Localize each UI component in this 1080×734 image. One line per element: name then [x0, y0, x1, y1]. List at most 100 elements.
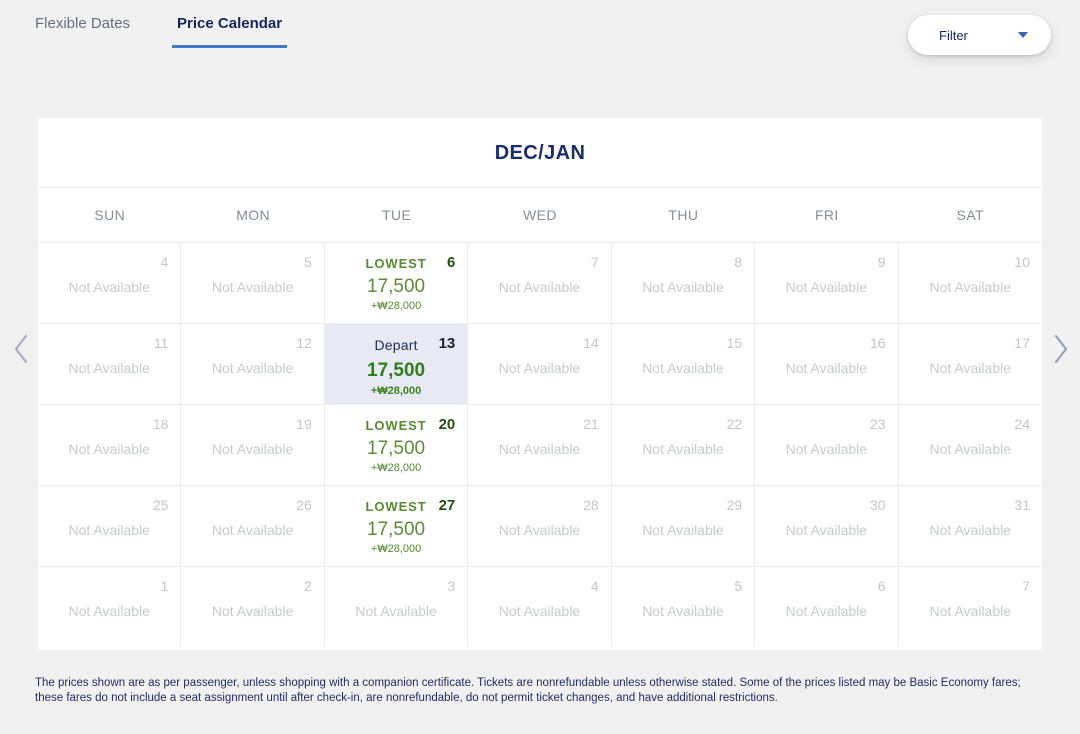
fare-surcharge: +₩28,000 — [370, 462, 422, 474]
not-available-label: Not Available — [498, 279, 581, 295]
cell-date: 11 — [153, 335, 169, 351]
cell-date: 13 — [438, 335, 456, 352]
fare-surcharge: +₩28,000 — [370, 300, 422, 312]
cell-date: 8 — [734, 254, 743, 270]
prev-month-button[interactable] — [6, 330, 36, 368]
chevron-left-icon — [14, 334, 28, 364]
next-month-button[interactable] — [1046, 330, 1076, 368]
not-available-label: Not Available — [785, 360, 868, 376]
calendar-cell-r5-7: 7 Not Available — [898, 566, 1042, 647]
not-available-label: Not Available — [498, 441, 581, 457]
lowest-label: LOWEST — [365, 418, 427, 433]
calendar-cell-r5-5: 5 Not Available — [611, 566, 756, 647]
cell-date: 20 — [438, 416, 456, 433]
fare-price: 17,500 — [367, 360, 426, 381]
calendar-cell-r1-6[interactable]: 6 LOWEST 17,500 +₩28,000 — [324, 242, 469, 323]
cell-date: 31 — [1014, 497, 1030, 513]
calendar-cell-r2-15: 15 Not Available — [611, 323, 756, 404]
not-available-label: Not Available — [498, 360, 581, 376]
not-available-label: Not Available — [68, 522, 150, 538]
fare-price: 17,500 — [367, 519, 426, 540]
day-header-wed: WED — [523, 207, 557, 223]
month-header: DEC/JAN — [38, 118, 1042, 188]
tab-price-calendar[interactable]: Price Calendar — [172, 15, 288, 48]
calendar-cell-r5-3: 3 Not Available — [324, 566, 469, 647]
not-available-label: Not Available — [785, 441, 868, 457]
not-available-label: Not Available — [355, 603, 437, 619]
depart-label: Depart — [374, 337, 418, 353]
lowest-label: LOWEST — [365, 499, 427, 514]
not-available-label: Not Available — [642, 360, 724, 376]
cell-date: 9 — [877, 254, 886, 270]
calendar-cell-r4-28: 28 Not Available — [468, 485, 612, 566]
calendar-cell-r4-26: 26 Not Available — [181, 485, 325, 566]
not-available-label: Not Available — [785, 522, 868, 538]
not-available-label: Not Available — [498, 522, 581, 538]
view-tabs: Flexible Dates Price Calendar — [35, 15, 288, 48]
not-available-label: Not Available — [498, 603, 581, 619]
cell-date: 12 — [296, 335, 312, 351]
filter-dropdown[interactable]: Filter — [908, 15, 1051, 55]
not-available-label: Not Available — [929, 279, 1012, 295]
not-available-label: Not Available — [929, 603, 1012, 619]
day-header-thu: THU — [668, 207, 699, 223]
fare-surcharge: +₩28,000 — [370, 543, 422, 555]
cell-date: 5 — [304, 254, 312, 270]
caret-down-icon — [1018, 32, 1028, 38]
cell-date: 10 — [1014, 254, 1030, 270]
fare-surcharge: +₩28,000 — [370, 385, 422, 397]
calendar-cell-r5-1: 1 Not Available — [38, 566, 182, 647]
cell-date: 4 — [160, 254, 169, 270]
not-available-label: Not Available — [68, 603, 150, 619]
cell-date: 30 — [869, 497, 886, 513]
calendar-cell-r3-20[interactable]: 20 LOWEST 17,500 +₩28,000 — [324, 404, 469, 485]
cell-date: 19 — [296, 416, 312, 432]
cell-date: 17 — [1014, 335, 1030, 351]
calendar-cell-r1-4: 4 Not Available — [38, 242, 182, 323]
day-header-row: SUN MON TUE WED THU FRI SAT — [38, 188, 1042, 242]
chevron-right-icon — [1054, 334, 1068, 364]
day-header-sun: SUN — [94, 207, 126, 223]
calendar-cell-r3-21: 21 Not Available — [468, 404, 612, 485]
day-header-sat: SAT — [956, 207, 984, 223]
calendar-cell-r2-13[interactable]: 13 Depart 17,500 +₩28,000 — [324, 323, 469, 404]
cell-date: 14 — [583, 335, 599, 351]
tab-flexible-dates[interactable]: Flexible Dates — [35, 15, 131, 32]
cell-date: 27 — [438, 497, 456, 514]
cell-date: 4 — [590, 578, 599, 594]
cell-date: 7 — [590, 254, 599, 270]
calendar-cell-r1-10: 10 Not Available — [898, 242, 1042, 323]
not-available-label: Not Available — [211, 603, 294, 619]
cell-date: 7 — [1022, 578, 1030, 594]
calendar-cell-r4-27[interactable]: 27 LOWEST 17,500 +₩28,000 — [324, 485, 469, 566]
calendar-cell-r3-19: 19 Not Available — [181, 404, 325, 485]
price-calendar-card: DEC/JAN SUN MON TUE WED THU FRI SAT 4 Not Avail… — [38, 118, 1042, 650]
calendar-cell-r4-25: 25 Not Available — [38, 485, 182, 566]
pricing-disclaimer: The prices shown are as per passenger, u… — [35, 677, 1021, 704]
calendar-cell-r2-16: 16 Not Available — [755, 323, 899, 404]
cell-date: 5 — [734, 578, 743, 594]
cell-date: 22 — [726, 416, 743, 432]
calendar-cell-r3-18: 18 Not Available — [38, 404, 182, 485]
calendar-cell-r3-24: 24 Not Available — [898, 404, 1042, 485]
not-available-label: Not Available — [785, 603, 868, 619]
cell-date: 15 — [726, 335, 743, 351]
day-header-mon: MON — [236, 207, 271, 223]
calendar-cell-r2-17: 17 Not Available — [898, 323, 1042, 404]
not-available-label: Not Available — [642, 603, 724, 619]
cell-date: 6 — [446, 254, 456, 271]
cell-date: 16 — [869, 335, 886, 351]
not-available-label: Not Available — [929, 441, 1012, 457]
not-available-label: Not Available — [68, 360, 150, 376]
calendar-cell-r2-14: 14 Not Available — [468, 323, 612, 404]
not-available-label: Not Available — [785, 279, 868, 295]
lowest-label: LOWEST — [365, 256, 427, 271]
not-available-label: Not Available — [929, 522, 1012, 538]
calendar-cell-r5-2: 2 Not Available — [181, 566, 325, 647]
not-available-label: Not Available — [642, 279, 724, 295]
calendar-cell-r3-22: 22 Not Available — [611, 404, 756, 485]
calendar-cell-r2-12: 12 Not Available — [181, 323, 325, 404]
calendar-cell-r3-23: 23 Not Available — [755, 404, 899, 485]
fare-price: 17,500 — [367, 276, 426, 297]
not-available-label: Not Available — [929, 360, 1012, 376]
